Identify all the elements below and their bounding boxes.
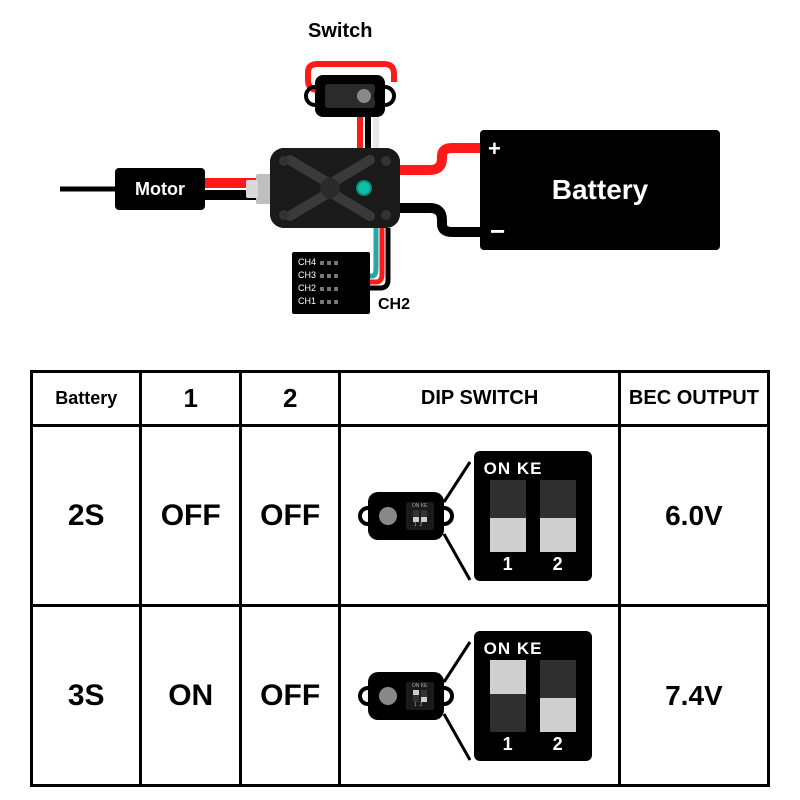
dip-switch-table: Battery 1 2 DIP SWITCH BEC OUTPUT 2SOFFO…: [30, 370, 770, 787]
rx-ch2: CH2: [298, 282, 316, 296]
battery-label: Battery: [552, 174, 648, 206]
mini-switch-icon: ON KE 12: [368, 672, 444, 720]
mini-switch-icon: ON KE 12: [368, 492, 444, 540]
cell-sw2: OFF: [240, 606, 339, 786]
th-1: 1: [141, 372, 240, 426]
dip-n1: 1: [490, 554, 526, 575]
cell-sw1: OFF: [141, 426, 240, 606]
battery-box: Battery: [480, 130, 720, 250]
cell-sw2: OFF: [240, 426, 339, 606]
dip-n2: 2: [540, 734, 576, 755]
dip-top-label: ON KE: [484, 639, 582, 659]
esc-module: [270, 148, 400, 228]
dip-switch-enlarged: ON KE 12: [474, 631, 592, 761]
cell-bec: 7.4V: [619, 606, 768, 786]
cell-bec: 6.0V: [619, 426, 768, 606]
cell-battery: 3S: [32, 606, 141, 786]
battery-plus-icon: +: [488, 136, 501, 162]
dip-n1: 1: [490, 734, 526, 755]
cell-dip: ON KE 12 ON KE 12: [340, 426, 619, 606]
rx-ch4: CH4: [298, 256, 316, 270]
cell-sw1: ON: [141, 606, 240, 786]
switch-module: [315, 75, 385, 117]
cell-dip: ON KE 12 ON KE 12: [340, 606, 619, 786]
callout-lines-icon: [448, 636, 470, 756]
th-battery: Battery: [32, 372, 141, 426]
motor-label: Motor: [135, 179, 185, 200]
wiring-diagram: Switch Motor Battery + − CH4 CH3 CH2 CH1…: [60, 20, 740, 340]
motor-box: Motor: [115, 168, 205, 210]
rx-ch3: CH3: [298, 269, 316, 283]
receiver-out-label: CH2: [378, 296, 410, 314]
switch-label: Switch: [308, 20, 372, 43]
cell-battery: 2S: [32, 426, 141, 606]
th-bec: BEC OUTPUT: [619, 372, 768, 426]
rx-ch1: CH1: [298, 295, 316, 309]
dip-n2: 2: [540, 554, 576, 575]
dip-top-label: ON KE: [484, 459, 582, 479]
th-2: 2: [240, 372, 339, 426]
receiver-box: CH4 CH3 CH2 CH1: [292, 252, 370, 314]
th-dip: DIP SWITCH: [340, 372, 619, 426]
battery-minus-icon: −: [490, 216, 505, 247]
dip-switch-enlarged: ON KE 12: [474, 451, 592, 581]
callout-lines-icon: [448, 456, 470, 576]
